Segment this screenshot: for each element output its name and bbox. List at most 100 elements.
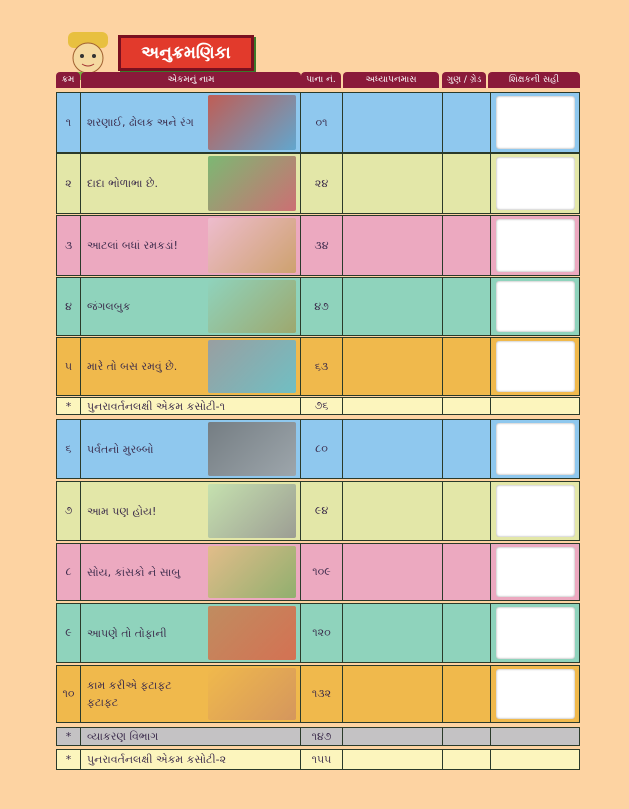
unit-number: ૪ (57, 278, 81, 335)
unit-illustration (208, 156, 296, 211)
grade-cell (443, 750, 491, 769)
unit-name-cell: જંગલબુક (81, 278, 301, 335)
unit-illustration (208, 340, 296, 393)
table-row: ૪ જંગલબુક ૪૭ (56, 277, 580, 336)
unit-name: આપણે તો તોફાની (87, 626, 167, 640)
teaching-month-cell (343, 398, 443, 414)
unit-number: ૮ (57, 544, 81, 600)
unit-number: ૫ (57, 338, 81, 395)
unit-illustration (208, 484, 296, 538)
grade-cell (443, 728, 491, 745)
page-number: ૦૧ (301, 93, 343, 152)
header-teacher-signature: શિક્ષકની સહી (488, 72, 580, 88)
signature-cell (491, 482, 579, 540)
page-number: ૩૪ (301, 216, 343, 275)
table-row: ૫ મારે તો બસ રમવું છે. ૬૩ (56, 337, 580, 396)
unit-name-cell: પુનરાવર્તનલક્ષી એકમ કસોટી-૨ (81, 750, 301, 769)
teaching-month-cell (343, 338, 443, 395)
teaching-month-cell (343, 154, 443, 213)
header-teaching-month: અધ્યાપનમાસ (343, 72, 439, 88)
signature-box (496, 341, 575, 392)
signature-cell (491, 93, 579, 152)
unit-name: આમ પણ હોય! (87, 504, 157, 518)
unit-name: સોય, કાંસકો ને સાબુ (87, 565, 181, 579)
unit-number: ૨ (57, 154, 81, 213)
unit-number: ૩ (57, 216, 81, 275)
teaching-month-cell (343, 544, 443, 600)
table-row: ૩ આટલાં બધાં રમકડાં! ૩૪ (56, 215, 580, 276)
unit-number: * (57, 728, 81, 745)
page-number: ૪૭ (301, 278, 343, 335)
table-row: * વ્યાકરણ વિભાગ ૧૪૭ (56, 727, 580, 746)
unit-name: જંગલબુક (87, 300, 131, 313)
signature-box (496, 96, 575, 149)
unit-number: ૧૦ (57, 666, 81, 722)
signature-box (496, 669, 575, 719)
grade-cell (443, 420, 491, 478)
teaching-month-cell (343, 278, 443, 335)
teaching-month-cell (343, 482, 443, 540)
teaching-month-cell (343, 420, 443, 478)
signature-cell (491, 420, 579, 478)
page-number: ૯૪ (301, 482, 343, 540)
table-row: * પુનરાવર્તનલક્ષી એકમ કસોટી-૨ ૧૫૫ (56, 749, 580, 770)
signature-box (496, 423, 575, 475)
signature-cell (491, 338, 579, 395)
signature-cell (491, 216, 579, 275)
page-number: ૭૬ (301, 398, 343, 414)
unit-number: ૯ (57, 604, 81, 662)
unit-name-cell: વ્યાકરણ વિભાગ (81, 728, 301, 745)
unit-name-cell: શરણાઈ, ઢોલક અને રંગ (81, 93, 301, 152)
page-number: ૧૪૭ (301, 728, 343, 745)
unit-illustration (208, 668, 296, 720)
unit-name: શરણાઈ, ઢોલક અને રંગ (87, 116, 194, 129)
signature-cell (491, 728, 579, 745)
unit-illustration (208, 218, 296, 273)
table-row: ૬ પર્વતનો મુરબ્બો ૮૦ (56, 419, 580, 479)
unit-name: પુનરાવર્તનલક્ષી એકમ કસોટી-૧ (87, 399, 225, 413)
unit-illustration (208, 422, 296, 476)
page-number: ૧૩૨ (301, 666, 343, 722)
page-number: ૬૩ (301, 338, 343, 395)
teaching-month-cell (343, 728, 443, 745)
teaching-month-cell (343, 93, 443, 152)
unit-name-cell: સોય, કાંસકો ને સાબુ (81, 544, 301, 600)
grade-cell (443, 398, 491, 414)
unit-number: ૭ (57, 482, 81, 540)
unit-illustration (208, 280, 296, 333)
unit-number: ૬ (57, 420, 81, 478)
unit-name: પુનરાવર્તનલક્ષી એકમ કસોટી-૨ (87, 753, 227, 766)
unit-name: મારે તો બસ રમવું છે. (87, 360, 178, 373)
signature-cell (491, 750, 579, 769)
unit-name-cell: કામ કરીએ ફટાફટ ફટાફટ (81, 666, 301, 722)
signature-box (496, 485, 575, 537)
table-row: * પુનરાવર્તનલક્ષી એકમ કસોટી-૧ ૭૬ (56, 397, 580, 415)
grade-cell (443, 93, 491, 152)
signature-box (496, 607, 575, 659)
signature-box (496, 157, 575, 210)
unit-name: દાદા ભોળાભા છે. (87, 177, 159, 190)
unit-name-cell: મારે તો બસ રમવું છે. (81, 338, 301, 395)
unit-name-cell: આપણે તો તોફાની (81, 604, 301, 662)
grade-cell (443, 216, 491, 275)
teaching-month-cell (343, 750, 443, 769)
unit-name: આટલાં બધાં રમકડાં! (87, 239, 178, 252)
table-row: ૨ દાદા ભોળાભા છે. ૨૪ (56, 153, 580, 214)
unit-name-cell: આમ પણ હોય! (81, 482, 301, 540)
table-row: ૧ શરણાઈ, ઢોલક અને રંગ ૦૧ (56, 92, 580, 153)
signature-box (496, 281, 575, 332)
page-number: ૧૨૦ (301, 604, 343, 662)
header-grade: ગુણ / ગ્રેડ (442, 72, 486, 88)
table-row: ૯ આપણે તો તોફાની ૧૨૦ (56, 603, 580, 663)
signature-cell (491, 398, 579, 414)
page-number: ૧૦૯ (301, 544, 343, 600)
unit-name-cell: પર્વતનો મુરબ્બો (81, 420, 301, 478)
unit-illustration (208, 606, 296, 660)
unit-name-cell: આટલાં બધાં રમકડાં! (81, 216, 301, 275)
signature-cell (491, 544, 579, 600)
header-number: ક્રમ (56, 72, 80, 88)
grade-cell (443, 604, 491, 662)
teaching-month-cell (343, 216, 443, 275)
grade-cell (443, 544, 491, 600)
unit-number: * (57, 398, 81, 414)
